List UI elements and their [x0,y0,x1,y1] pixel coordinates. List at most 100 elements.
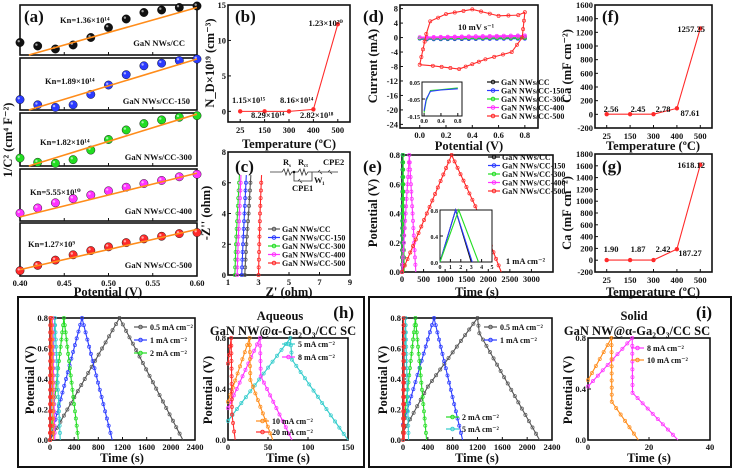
data-point-highlight [70,157,74,160]
data-marker [103,340,108,345]
data-point-highlight [159,117,162,120]
data-marker [417,62,422,67]
data-marker [58,397,63,402]
data-marker [48,430,53,435]
data-marker [418,373,423,378]
series-line-d_inset-1 [423,88,458,111]
data-marker [431,35,436,40]
data-marker [229,343,234,348]
fit-annotation: Kn=1.27×10⁹ [28,239,75,249]
data-marker [527,419,531,424]
x-tick-label: 9 [348,277,352,287]
x-tick-label: 500 [417,274,430,284]
chart-c [227,151,351,277]
data-marker [409,394,414,399]
data-marker [240,374,245,379]
series-line-f-0 [606,28,701,115]
data-marker [477,331,482,336]
data-marker [452,35,457,40]
data-marker [235,371,240,376]
data-marker [240,257,245,262]
x-axis-label: Temperature (ºC) [242,137,336,151]
data-marker [82,377,87,381]
y-tick-label: 1400 [576,14,593,24]
data-marker [522,10,527,15]
data-marker [56,387,60,392]
data-marker [419,358,424,363]
data-marker [430,378,434,383]
data-marker [470,62,475,67]
value-annotation: 1257.25 [677,24,705,34]
data-marker [402,263,407,268]
x-axis-label: Time (s) [455,285,499,299]
data-marker [401,160,406,165]
x-tick-label: 0.4 [467,130,478,140]
data-marker [413,380,418,384]
data-marker [401,174,406,179]
data-marker [501,52,505,57]
data-marker [48,394,53,399]
sample-label: GaN NWs/CC-500 [125,260,192,270]
data-marker [237,219,242,224]
series-line-h2-3 [227,337,236,441]
value-annotation: 1.23×10²⁰ [309,18,344,28]
data-marker [229,404,234,409]
data-marker [413,237,418,242]
data-marker [422,218,427,222]
data-marker [260,411,265,416]
x-tick-label: 1200 [469,442,486,452]
data-marker [232,429,237,434]
data-marker [140,360,145,365]
y-tick-label: 0 [222,270,226,280]
data-marker [134,348,139,353]
data-marker [458,172,463,177]
data-marker [58,430,62,435]
y-tick-label: 0.8 [431,209,439,215]
data-point-highlight [70,196,74,199]
data-marker [476,59,481,64]
data-marker [235,249,240,254]
legend-entry: 0.5 mA cm⁻² [500,323,543,332]
chart-h2 [226,336,349,441]
legend-entry: 0.5 mA cm⁻² [150,323,193,332]
legend-entry: 20 mA cm⁻² [272,428,313,437]
x-tick-label: 1600 [138,442,155,452]
data-marker [505,381,510,386]
data-marker [283,425,288,430]
data-marker [419,224,424,229]
x-tick-label: 2500 [501,274,518,284]
data-marker [487,11,492,16]
legend-entry: GaN NWs/CC-400 [501,104,564,113]
x-tick-label: 100 [302,442,315,452]
y-tick-label: -4 [391,47,399,57]
y-tick-label: 0 [222,106,226,116]
data-marker [443,366,448,371]
y-tick-label: -8 [391,62,398,72]
data-marker [409,351,414,356]
data-marker [488,350,492,355]
y-axis-label: N_D×10¹⁹ (cm⁻³) [203,18,217,107]
data-marker [333,419,338,424]
data-marker [99,394,104,399]
sample-label: GaN NWs/CC-300 [125,152,192,162]
data-point [51,158,60,168]
data-marker [423,423,428,428]
data-marker [157,393,162,398]
data-marker [127,335,132,340]
data-marker [248,188,252,193]
data-marker [438,367,443,372]
legend-marker [490,79,496,85]
chart-a1 [15,54,202,112]
data-marker [428,19,433,24]
data-point [68,100,78,110]
data-marker [328,413,333,418]
x-tick-label: 5 [287,277,291,287]
data-marker [400,262,405,267]
data-marker [167,412,172,417]
y-tick-label: 0.8 [389,150,400,160]
data-point-highlight [123,127,127,130]
data-marker [48,380,53,385]
chart-subtitle: GaN NW@α-Ga₂O₃/CC SC [564,324,710,338]
data-marker [240,242,245,247]
